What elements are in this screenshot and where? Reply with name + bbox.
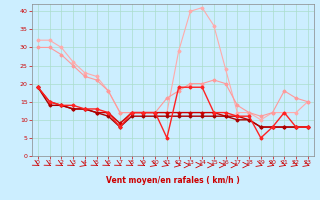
- X-axis label: Vent moyen/en rafales ( km/h ): Vent moyen/en rafales ( km/h ): [106, 176, 240, 185]
